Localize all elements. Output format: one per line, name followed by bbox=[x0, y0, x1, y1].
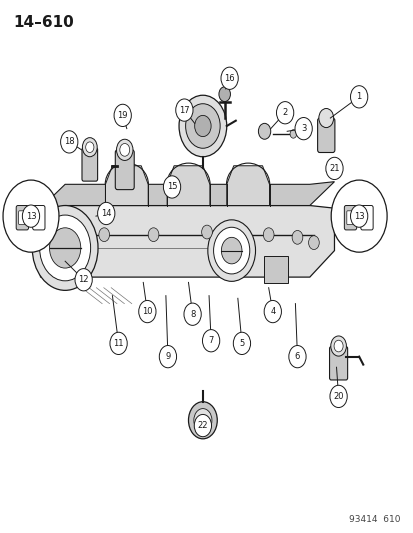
Circle shape bbox=[75, 269, 92, 291]
Circle shape bbox=[308, 236, 318, 249]
Text: 19: 19 bbox=[117, 111, 128, 120]
FancyBboxPatch shape bbox=[344, 206, 356, 230]
FancyBboxPatch shape bbox=[19, 211, 26, 224]
Circle shape bbox=[97, 203, 115, 224]
Circle shape bbox=[201, 225, 212, 239]
Circle shape bbox=[330, 336, 346, 356]
FancyBboxPatch shape bbox=[346, 211, 354, 224]
Circle shape bbox=[116, 139, 133, 160]
Text: 4: 4 bbox=[270, 307, 275, 316]
Circle shape bbox=[333, 340, 342, 352]
Circle shape bbox=[119, 143, 129, 156]
Circle shape bbox=[138, 301, 156, 322]
Circle shape bbox=[221, 237, 241, 264]
Circle shape bbox=[194, 115, 211, 136]
Text: 12: 12 bbox=[78, 275, 89, 284]
Text: 17: 17 bbox=[179, 106, 189, 115]
Circle shape bbox=[148, 228, 159, 241]
Circle shape bbox=[183, 303, 201, 325]
Circle shape bbox=[188, 402, 217, 439]
Circle shape bbox=[178, 95, 226, 157]
Text: 10: 10 bbox=[142, 307, 152, 316]
Circle shape bbox=[82, 138, 97, 157]
Polygon shape bbox=[40, 206, 334, 277]
Circle shape bbox=[114, 104, 131, 126]
Text: 93414  610: 93414 610 bbox=[348, 515, 399, 523]
Circle shape bbox=[176, 99, 192, 121]
Circle shape bbox=[159, 345, 176, 368]
Text: 3: 3 bbox=[300, 124, 306, 133]
Circle shape bbox=[207, 220, 255, 281]
Circle shape bbox=[50, 228, 81, 268]
Circle shape bbox=[221, 67, 237, 90]
Text: 21: 21 bbox=[328, 164, 339, 173]
Circle shape bbox=[288, 345, 305, 368]
Text: 14–610: 14–610 bbox=[14, 14, 74, 30]
Circle shape bbox=[258, 123, 270, 139]
Circle shape bbox=[218, 87, 230, 102]
FancyBboxPatch shape bbox=[329, 346, 347, 380]
Circle shape bbox=[99, 228, 109, 241]
Text: 9: 9 bbox=[165, 352, 170, 361]
Circle shape bbox=[40, 215, 90, 281]
Text: 5: 5 bbox=[239, 339, 244, 348]
Text: 2: 2 bbox=[282, 108, 287, 117]
Circle shape bbox=[85, 142, 94, 152]
FancyBboxPatch shape bbox=[33, 206, 45, 230]
Circle shape bbox=[292, 230, 302, 244]
Text: 13: 13 bbox=[353, 212, 363, 221]
Circle shape bbox=[194, 415, 211, 437]
Circle shape bbox=[290, 130, 296, 138]
Text: 15: 15 bbox=[166, 182, 177, 191]
Text: 8: 8 bbox=[190, 310, 195, 319]
Circle shape bbox=[233, 332, 250, 354]
Circle shape bbox=[294, 117, 311, 140]
Text: 7: 7 bbox=[208, 336, 213, 345]
Text: 18: 18 bbox=[64, 138, 74, 147]
Circle shape bbox=[318, 109, 333, 127]
Circle shape bbox=[213, 227, 249, 274]
Text: 11: 11 bbox=[113, 339, 123, 348]
Circle shape bbox=[350, 205, 367, 227]
Circle shape bbox=[193, 409, 211, 432]
Polygon shape bbox=[40, 182, 334, 232]
Polygon shape bbox=[226, 166, 269, 206]
Circle shape bbox=[185, 104, 220, 148]
Polygon shape bbox=[167, 166, 209, 206]
Circle shape bbox=[202, 329, 219, 352]
Circle shape bbox=[22, 205, 40, 227]
Text: 22: 22 bbox=[197, 421, 208, 430]
FancyBboxPatch shape bbox=[360, 206, 372, 230]
Circle shape bbox=[163, 176, 180, 198]
Circle shape bbox=[276, 102, 293, 124]
Circle shape bbox=[350, 86, 367, 108]
Circle shape bbox=[263, 228, 273, 241]
Text: 1: 1 bbox=[356, 92, 361, 101]
Text: 16: 16 bbox=[224, 74, 234, 83]
Polygon shape bbox=[105, 166, 148, 206]
FancyBboxPatch shape bbox=[263, 256, 287, 284]
Text: 6: 6 bbox=[294, 352, 299, 361]
Text: 20: 20 bbox=[332, 392, 343, 401]
Circle shape bbox=[329, 385, 347, 408]
Text: 14: 14 bbox=[101, 209, 111, 218]
FancyBboxPatch shape bbox=[115, 150, 134, 190]
Circle shape bbox=[325, 157, 342, 180]
Text: 13: 13 bbox=[26, 212, 36, 221]
Circle shape bbox=[330, 180, 386, 252]
FancyBboxPatch shape bbox=[82, 148, 97, 181]
Circle shape bbox=[263, 301, 281, 322]
FancyBboxPatch shape bbox=[317, 118, 334, 152]
Circle shape bbox=[60, 131, 78, 153]
Circle shape bbox=[110, 332, 127, 354]
Circle shape bbox=[32, 206, 98, 290]
FancyBboxPatch shape bbox=[16, 206, 28, 230]
Circle shape bbox=[3, 180, 59, 252]
